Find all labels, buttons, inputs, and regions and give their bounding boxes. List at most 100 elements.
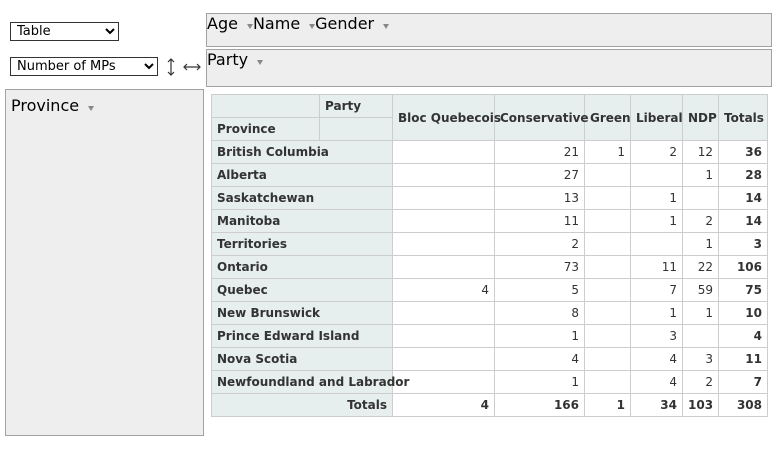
value-cell: 13 xyxy=(494,186,585,210)
row-header: Newfoundland and Labrador xyxy=(211,370,409,394)
attribute-pill[interactable]: Gender xyxy=(315,14,390,33)
data-row: British Columbia 21 1 2 12 36 xyxy=(211,140,768,164)
value-cell: 166 xyxy=(494,393,585,417)
aggregator-select[interactable]: Number of MPs xyxy=(10,57,158,76)
corner-cell xyxy=(319,117,393,141)
value-cell xyxy=(630,232,683,256)
row-header: Manitoba xyxy=(211,209,393,233)
unused-attributes: Age Name Gender xyxy=(206,13,772,47)
value-cell: 2 xyxy=(494,232,585,256)
attribute-pill[interactable]: Party xyxy=(207,50,264,69)
value-cell xyxy=(392,347,495,371)
value-cell: 8 xyxy=(494,301,585,325)
attribute-pill[interactable]: Name xyxy=(252,14,316,33)
value-cell: 11 xyxy=(718,347,768,371)
value-cell: 4 xyxy=(392,278,495,302)
attribute-label: Name xyxy=(252,14,301,33)
value-cell: 2 xyxy=(682,209,719,233)
value-cell: 3 xyxy=(718,232,768,256)
value-cell: 4 xyxy=(630,370,683,394)
column-attribute-label: Party xyxy=(319,94,393,118)
value-cell: 14 xyxy=(718,209,768,233)
value-cell xyxy=(392,186,495,210)
attribute-pill[interactable]: Age xyxy=(207,14,253,33)
value-cell: 1 xyxy=(682,232,719,256)
value-cell xyxy=(630,163,683,187)
value-cell xyxy=(392,232,495,256)
column-header: Liberal xyxy=(630,94,683,141)
attribute-label: Gender xyxy=(315,14,375,33)
value-cell: 73 xyxy=(494,255,585,279)
value-cell xyxy=(392,370,495,394)
value-cell: 21 xyxy=(494,140,585,164)
data-row: New Brunswick 8 1 1 10 xyxy=(211,301,768,325)
value-cell: 36 xyxy=(718,140,768,164)
value-cell: 4 xyxy=(718,324,768,348)
row-header: Territories xyxy=(211,232,393,256)
column-header: Totals xyxy=(718,94,768,141)
value-cell: 10 xyxy=(718,301,768,325)
value-cell: 22 xyxy=(682,255,719,279)
dropdown-arrow xyxy=(246,24,253,29)
value-cell: 7 xyxy=(630,278,683,302)
value-cell: 4 xyxy=(392,393,495,417)
value-cell xyxy=(392,301,495,325)
value-cell: 1 xyxy=(630,301,683,325)
value-cell: 1 xyxy=(584,393,631,417)
value-cell xyxy=(392,324,495,348)
value-cell: 4 xyxy=(630,347,683,371)
value-cell: 12 xyxy=(682,140,719,164)
column-attributes: Party xyxy=(206,49,772,87)
data-row: Manitoba 11 1 2 14 xyxy=(211,209,768,233)
data-row: Newfoundland and Labrador 1 4 2 7 xyxy=(211,370,768,394)
row-header: Prince Edward Island xyxy=(211,324,393,348)
totals-label: Totals xyxy=(211,393,393,417)
row-header: Quebec xyxy=(211,278,393,302)
value-cell: 7 xyxy=(718,370,768,394)
data-row: Nova Scotia 4 4 3 11 xyxy=(211,347,768,371)
attribute-label: Age xyxy=(207,14,238,33)
value-cell: 1 xyxy=(494,324,585,348)
value-cell xyxy=(392,209,495,233)
value-cell: 75 xyxy=(718,278,768,302)
row-header: Nova Scotia xyxy=(211,347,393,371)
value-cell xyxy=(584,324,631,348)
data-row: Alberta 27 1 28 xyxy=(211,163,768,187)
value-cell xyxy=(584,278,631,302)
value-cell: 3 xyxy=(630,324,683,348)
column-header: NDP xyxy=(682,94,719,141)
value-cell xyxy=(584,163,631,187)
header-row: Party Bloc Quebecois Conservative Green Libe… xyxy=(211,94,768,141)
renderer-select[interactable]: Table xyxy=(10,22,119,41)
pivot-table: Party Bloc Quebecois Conservative Green Libe… xyxy=(211,94,768,417)
data-row: Ontario 73 11 22 106 xyxy=(211,255,768,279)
column-header: Green xyxy=(584,94,631,141)
value-cell: 1 xyxy=(494,370,585,394)
attribute-label: Party xyxy=(207,50,249,69)
dropdown-arrow xyxy=(383,24,390,29)
value-cell xyxy=(584,186,631,210)
value-cell xyxy=(682,186,719,210)
value-cell xyxy=(584,347,631,371)
value-cell: 34 xyxy=(630,393,683,417)
value-cell: 103 xyxy=(682,393,719,417)
row-header: Saskatchewan xyxy=(211,186,393,210)
value-cell: 1 xyxy=(630,186,683,210)
corner-cell xyxy=(211,94,320,118)
value-cell: 11 xyxy=(494,209,585,233)
value-cell xyxy=(584,370,631,394)
attribute-pill[interactable]: Province xyxy=(11,96,95,115)
value-cell: 1 xyxy=(682,301,719,325)
value-cell xyxy=(392,163,495,187)
row-header: New Brunswick xyxy=(211,301,393,325)
value-cell: 27 xyxy=(494,163,585,187)
value-cell: 1 xyxy=(682,163,719,187)
value-cell: 4 xyxy=(494,347,585,371)
data-row: Territories 2 1 3 xyxy=(211,232,768,256)
value-cell: 1 xyxy=(630,209,683,233)
value-cell xyxy=(584,232,631,256)
axis-swap-icons[interactable] xyxy=(163,57,203,77)
data-row: Prince Edward Island 1 3 4 xyxy=(211,324,768,348)
row-header: British Columbia xyxy=(211,140,393,164)
